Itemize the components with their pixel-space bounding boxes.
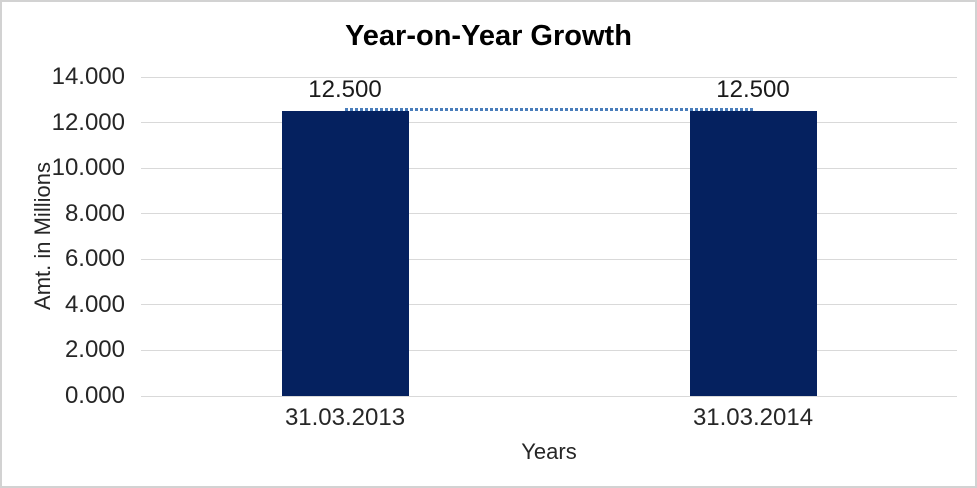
- y-axis-tick-label: 8.000: [64, 199, 125, 227]
- bar-data-label: 12.500: [308, 76, 382, 104]
- gridline: [141, 167, 957, 169]
- chart-title: Year-on-Year Growth: [345, 20, 632, 52]
- gridline: [141, 213, 957, 215]
- y-axis-tick-label: 6.000: [64, 245, 125, 273]
- bar-31.03.2013: [281, 111, 409, 396]
- y-axis-tick-label: 2.000: [64, 336, 125, 364]
- y-axis-tick-label: 12.000: [51, 108, 125, 136]
- gridline: [141, 395, 957, 397]
- x-axis-tick-label: 31.03.2013: [284, 404, 406, 431]
- gridline: [141, 258, 957, 260]
- y-axis-tick-label: 0.000: [64, 382, 125, 409]
- gridline: [141, 76, 957, 78]
- y-axis-tick-label: 10.000: [51, 154, 125, 182]
- y-axis-tick-label: 4.000: [64, 290, 125, 318]
- gridline: [141, 349, 957, 351]
- x-axis-title: Years: [521, 439, 577, 464]
- connector-line: [345, 108, 753, 112]
- bar-data-label: 12.500: [716, 76, 790, 104]
- y-axis-title: Amt. in Millions: [30, 162, 55, 310]
- gridline: [141, 122, 957, 124]
- gridline: [141, 304, 957, 306]
- x-axis-tick-label: 31.03.2014: [692, 404, 814, 431]
- y-axis-tick-label: 14.000: [51, 63, 125, 90]
- bar-31.03.2014: [689, 111, 817, 396]
